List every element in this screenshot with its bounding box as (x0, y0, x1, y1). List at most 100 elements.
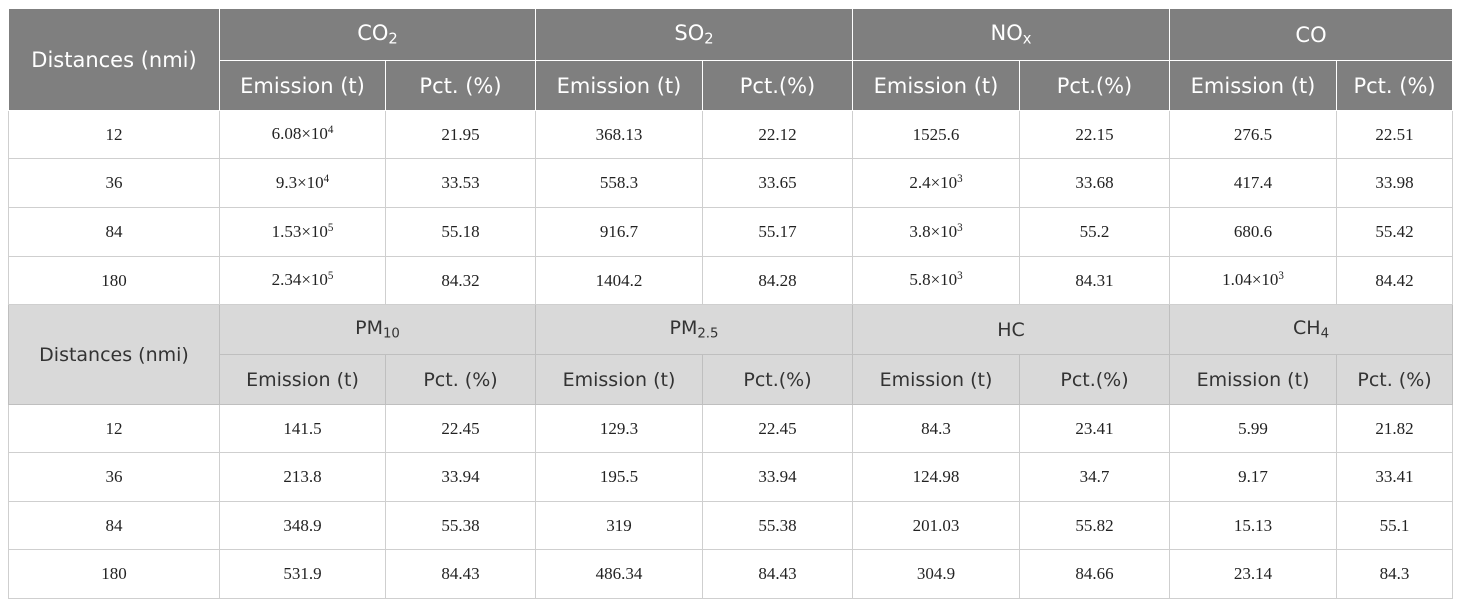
cell: 558.3 (535, 158, 703, 208)
column-header: Pct. (%) (1336, 60, 1454, 111)
subscript: 4 (1320, 326, 1330, 342)
cell: 12 (8, 404, 220, 453)
column-header: Pct. (%) (385, 60, 536, 111)
text: NO (990, 21, 1023, 46)
superscript: 5 (327, 270, 334, 283)
superscript: 4 (327, 124, 334, 137)
cell: 84.31 (1018, 256, 1171, 305)
cell: 55.42 (1336, 207, 1454, 257)
cell: 55.1 (1336, 501, 1454, 550)
header-row: Distances (nmi) CO2 SO2 NOx CO (8, 8, 1454, 111)
cell: 1525.6 (852, 110, 1020, 159)
cell: 2.34×105 (219, 256, 386, 305)
cell: 84 (8, 207, 220, 257)
superscript: 3 (957, 270, 963, 283)
text: PM (669, 317, 698, 340)
cell: 22.15 (1018, 110, 1171, 159)
column-header: Emission (t) (219, 60, 386, 111)
text: 6.08×10 (271, 124, 328, 144)
cell: 276.5 (1169, 110, 1338, 159)
emissions-table: Distances (nmi) CO2 SO2 NOx CO Emission (t) Pc… (8, 8, 1454, 599)
cell: 22.45 (702, 404, 853, 453)
cell: 486.34 (535, 549, 703, 599)
cell: 84.43 (702, 549, 853, 599)
cell: 33.65 (702, 158, 853, 208)
cell: 201.03 (852, 501, 1020, 550)
header-row: Emission (t) Pct. (%) Emission (t) Pct.(%) E… (9, 60, 1454, 111)
cell: 23.14 (1169, 549, 1338, 599)
row-header: Distances (nmi) (8, 304, 220, 405)
cell: 84.28 (702, 256, 853, 305)
data-row: 36 9.3×104 33.53 558.3 33.65 2.4×103 33.68 417.… (8, 158, 1454, 208)
subscript: x (1022, 30, 1032, 48)
cell: 5.8×103 (852, 256, 1020, 305)
cell: 124.98 (852, 452, 1020, 502)
cell: 319 (535, 501, 703, 550)
cell: 55.38 (385, 501, 536, 550)
cell: 417.4 (1169, 158, 1338, 208)
subscript: 2 (388, 30, 398, 48)
text: HC (997, 318, 1025, 341)
cell: 1.04×103 (1169, 256, 1338, 305)
data-row: 12 141.5 22.45 129.3 22.45 84.3 23.41 5.99 21.82 (8, 404, 1454, 453)
superscript: 3 (957, 221, 963, 234)
group-header: SO2 (535, 8, 853, 61)
cell: 348.9 (219, 501, 386, 550)
column-header: Emission (t) (852, 60, 1020, 111)
group-header: PM10 (219, 304, 536, 355)
cell: 304.9 (852, 549, 1020, 599)
column-header: Emission (t) (219, 354, 386, 405)
column-header: Pct. (%) (385, 354, 536, 405)
cell: 195.5 (535, 452, 703, 502)
cell: 84.3 (852, 404, 1020, 453)
cell: 9.17 (1169, 452, 1338, 502)
cell: 2.4×103 (852, 158, 1020, 208)
cell: 12 (8, 110, 220, 159)
cell: 180 (8, 256, 220, 305)
group-header: PM2.5 (535, 304, 853, 355)
cell: 6.08×104 (219, 110, 386, 159)
cell: 680.6 (1169, 207, 1338, 257)
cell: 84 (8, 501, 220, 550)
cell: 55.2 (1018, 207, 1171, 257)
column-header: Pct. (%) (1336, 354, 1454, 405)
cell: 22.51 (1336, 110, 1454, 159)
cell: 531.9 (219, 549, 386, 599)
group-header: NOx (851, 8, 1171, 61)
cell: 33.53 (385, 158, 536, 208)
text: 3.8×10 (909, 222, 958, 242)
cell: 33.41 (1336, 452, 1454, 502)
header-row: Emission (t) Pct. (%) Emission (t) Pct.(%) E… (9, 354, 1454, 405)
cell: 84.43 (385, 549, 536, 599)
text: PM (355, 317, 383, 340)
text: 5.8×10 (909, 270, 958, 290)
text: 9.3×10 (275, 173, 324, 193)
cell: 1.53×105 (219, 207, 386, 257)
header-row: Distances (nmi) PM10 PM2.5 HC CH4 (8, 304, 1454, 405)
cell: 84.42 (1336, 256, 1454, 305)
column-header: Emission (t) (535, 354, 703, 405)
cell: 36 (8, 452, 220, 502)
cell: 33.94 (702, 452, 853, 502)
cell: 22.12 (702, 110, 853, 159)
text: 2.4×10 (909, 173, 958, 193)
cell: 55.82 (1018, 501, 1171, 550)
cell: 34.7 (1018, 452, 1171, 502)
cell: 916.7 (535, 207, 703, 257)
column-header: Emission (t) (535, 60, 703, 111)
cell: 84.3 (1336, 549, 1454, 599)
text: SO (674, 21, 705, 46)
cell: 129.3 (535, 404, 703, 453)
cell: 84.66 (1018, 549, 1171, 599)
cell: 180 (8, 549, 220, 599)
subscript: 10 (382, 326, 400, 342)
column-header: Emission (t) (1169, 60, 1338, 111)
subscript: 2.5 (697, 326, 719, 342)
cell: 141.5 (219, 404, 386, 453)
column-header: Pct.(%) (702, 60, 853, 111)
group-header: CO2 (219, 8, 536, 61)
data-row: 180 531.9 84.43 486.34 84.43 304.9 84.66 23.14 8… (8, 549, 1454, 599)
cell: 1404.2 (535, 256, 703, 305)
data-row: 84 1.53×105 55.18 916.7 55.17 3.8×103 55.2 680.… (8, 207, 1454, 257)
